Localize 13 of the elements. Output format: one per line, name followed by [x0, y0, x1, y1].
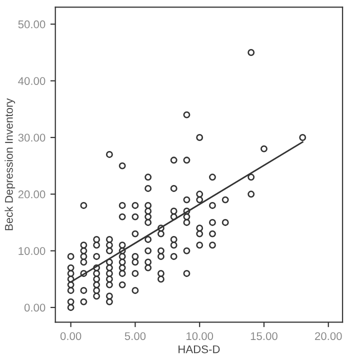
- x-tick-label: 20.00: [315, 332, 342, 340]
- x-tick-label: 5.00: [124, 332, 146, 340]
- y-tick-label: 40.00: [18, 77, 46, 85]
- x-axis-title: HADS-D: [178, 345, 220, 354]
- y-tick-label: 30.00: [18, 134, 46, 142]
- y-tick-label: 0.00: [24, 304, 46, 312]
- y-tick-label: 50.00: [18, 20, 46, 28]
- y-axis-title: Beck Depression Inventory: [4, 98, 16, 230]
- x-tick-label: 10.00: [186, 332, 214, 340]
- x-tick-label: 15.00: [250, 332, 278, 340]
- y-tick-label: 10.00: [18, 247, 46, 255]
- x-tick-label: 0.00: [60, 332, 82, 340]
- y-tick-label: 20.00: [18, 190, 46, 198]
